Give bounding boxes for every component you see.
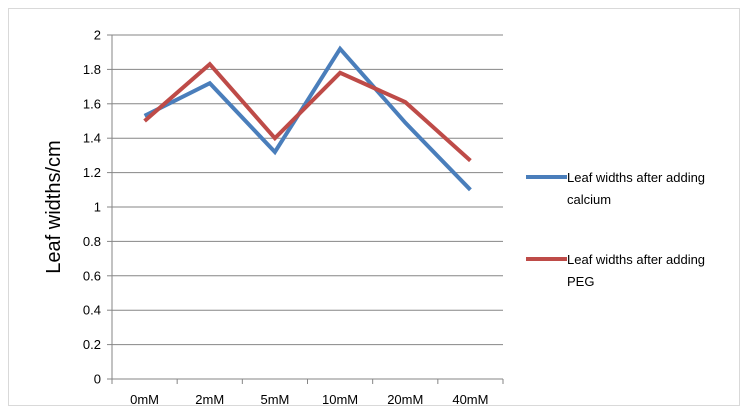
legend-label-2: PEG <box>567 274 594 289</box>
x-tick-label: 5mM <box>260 392 289 407</box>
y-tick-labels: 0 0.2 0.4 0.6 0.8 1 1.2 1.4 1.6 1.8 2 <box>83 28 101 387</box>
gridlines <box>112 34 503 346</box>
x-tick-label: 10mM <box>322 392 358 407</box>
y-tick-label: 1.8 <box>83 62 101 77</box>
legend-label-1: calcium <box>567 192 611 207</box>
series-line-1 <box>143 45 472 192</box>
y-tick-label: 2 <box>94 28 101 43</box>
legend: Leaf widths after adding calcium Leaf widt… <box>526 170 705 289</box>
x-tick-label: 0mM <box>130 392 159 407</box>
y-tick-label: 1.2 <box>83 165 101 180</box>
x-tick-label: 2mM <box>195 392 224 407</box>
series-line-2 <box>143 61 472 163</box>
y-tick-label: 0 <box>94 372 101 387</box>
legend-label-1: Leaf widths after adding <box>567 170 705 185</box>
y-tick-label: 1.4 <box>83 131 101 146</box>
y-tick-label: 0.4 <box>83 303 101 318</box>
y-axis-label: Leaf widths/cm <box>43 140 65 273</box>
y-tick-label: 0.6 <box>83 268 101 283</box>
y-tick-label: 0.2 <box>83 337 101 352</box>
series-lines <box>143 45 472 192</box>
x-tick-labels: 0mM 2mM 5mM 10mM 20mM 40mM <box>130 392 488 407</box>
axes <box>107 34 504 384</box>
y-tick-label: 0.8 <box>83 234 101 249</box>
y-tick-label: 1.6 <box>83 96 101 111</box>
y-tick-label: 1 <box>94 200 101 215</box>
x-tick-label: 40mM <box>452 392 488 407</box>
x-tick-label: 20mM <box>387 392 423 407</box>
legend-label-2: Leaf widths after adding <box>567 252 705 267</box>
